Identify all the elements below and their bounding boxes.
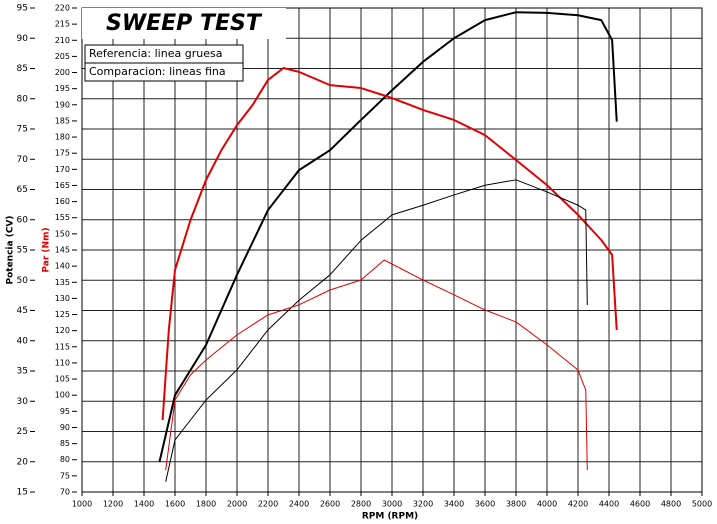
x-tick-label: 4200: [568, 500, 588, 509]
y2-tick-label: 110: [55, 358, 70, 367]
y2-tick-label: 200: [55, 68, 70, 77]
y-tick-label: 75: [17, 125, 28, 135]
y-tick-label: 60: [17, 215, 29, 225]
y2-tick-label: 70: [60, 488, 70, 497]
title-box: [82, 8, 286, 39]
y2-tick-label: 175: [55, 149, 70, 158]
y2-tick-label: 215: [55, 20, 70, 29]
y-tick-label: 70: [17, 155, 29, 165]
y2-tick-label: 195: [55, 84, 70, 93]
y2-tick-label: 155: [55, 213, 70, 222]
y-tick-label: 20: [17, 457, 29, 467]
x-tick-label: 2800: [351, 500, 371, 509]
y2-tick-label: 90: [60, 423, 70, 432]
y2-tick-label: 160: [55, 197, 70, 206]
y-tick-label: 80: [17, 94, 29, 104]
plot-frame: [81, 7, 703, 493]
y2-tick-label: 180: [55, 133, 70, 142]
y2-tick-label: 135: [55, 278, 70, 287]
y2-tick-label: 210: [55, 36, 70, 45]
y-tick-label: 55: [17, 246, 28, 256]
y2-tick-label: 100: [55, 391, 70, 400]
y-tick-label: 15: [17, 488, 28, 498]
y2-tick-label: 85: [60, 439, 70, 448]
y-tick-label: 40: [17, 336, 29, 346]
y2-tick-label: 145: [55, 246, 70, 255]
x-tick-label: 2600: [320, 500, 340, 509]
y2-tick-label: 125: [55, 310, 70, 319]
x-tick-label: 4600: [630, 500, 650, 509]
x-tick-label: 3600: [475, 500, 495, 509]
series-line: [165, 179, 588, 482]
series-line: [158, 11, 618, 462]
y-tick-label: 65: [17, 185, 28, 195]
y-tick-label: 30: [17, 397, 29, 407]
x-tick-label: 1000: [72, 500, 92, 509]
x-tick-label: 3800: [506, 500, 526, 509]
y-axis-label: Potencia (CV): [6, 215, 16, 284]
y2-tick-label: 75: [60, 471, 70, 480]
y2-tick-label: 120: [55, 326, 70, 335]
x-tick-label: 3200: [413, 500, 433, 509]
series-line: [161, 67, 618, 421]
y-tick-label: 25: [17, 427, 28, 437]
x-tick-label: 2200: [258, 500, 278, 509]
series-line: [165, 259, 588, 471]
y-tick-label: 95: [17, 4, 28, 14]
legend-text: Comparacion: lineas fina: [89, 65, 226, 78]
x-tick-label: 1800: [196, 500, 216, 509]
y2-axis-label: Par (Nm): [42, 227, 52, 272]
y2-tick-label: 185: [55, 116, 70, 125]
x-tick-label: 3000: [382, 500, 402, 509]
y2-tick-label: 130: [55, 294, 70, 303]
y-tick-label: 45: [17, 306, 28, 316]
x-tick-label: 4000: [537, 500, 557, 509]
x-tick-label: 4800: [661, 500, 681, 509]
x-tick-label: 5000: [692, 500, 712, 509]
x-tick-label: 2400: [289, 500, 309, 509]
x-tick-label: 1600: [165, 500, 185, 509]
y-tick-label: 90: [17, 34, 29, 44]
chart-title: SWEEP TEST: [106, 11, 263, 36]
x-tick-label: 1400: [134, 500, 154, 509]
x-tick-label: 1200: [103, 500, 123, 509]
y2-tick-label: 205: [55, 52, 70, 61]
y-tick-label: 85: [17, 64, 28, 74]
legend-text: Referencia: linea gruesa: [89, 47, 222, 60]
x-tick-label: 2000: [227, 500, 247, 509]
y2-tick-label: 115: [55, 342, 70, 351]
y-tick-label: 35: [17, 367, 28, 377]
y2-tick-label: 150: [55, 229, 70, 238]
y2-tick-label: 220: [55, 4, 70, 13]
x-tick-label: 4400: [599, 500, 619, 509]
y2-tick-label: 170: [55, 165, 70, 174]
y2-tick-label: 95: [60, 407, 70, 416]
y-tick-label: 50: [17, 276, 29, 286]
y2-tick-label: 105: [55, 375, 70, 384]
y2-tick-label: 80: [60, 455, 70, 464]
y2-tick-label: 140: [55, 262, 70, 271]
x-axis-label: RPM (RPM): [362, 512, 418, 522]
y2-tick-label: 165: [55, 181, 70, 190]
y2-tick-label: 190: [55, 100, 70, 109]
x-tick-label: 3400: [444, 500, 464, 509]
